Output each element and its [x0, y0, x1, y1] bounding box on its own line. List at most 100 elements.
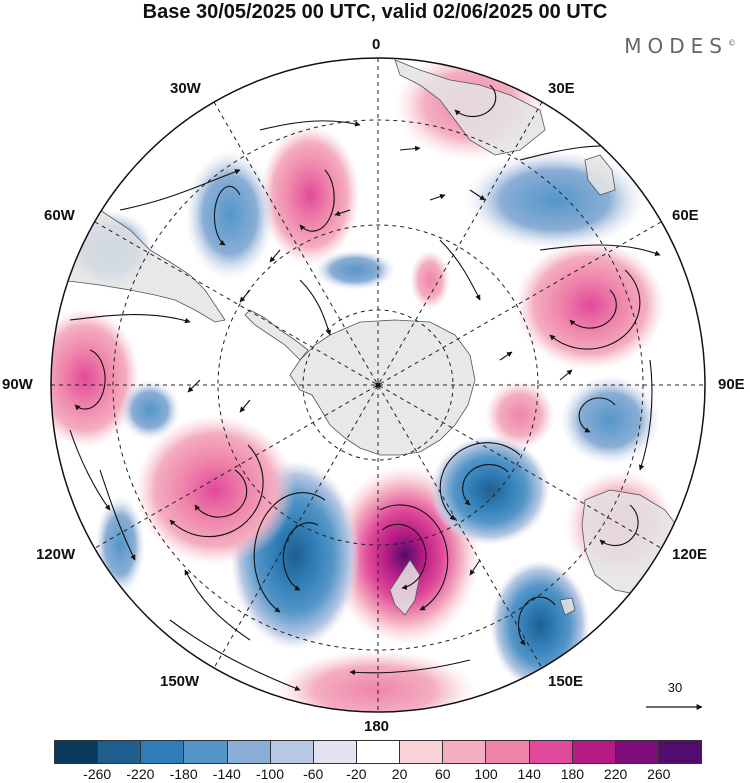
tasmania	[559, 597, 576, 616]
anomaly-center	[515, 240, 665, 370]
wind-arrow	[213, 185, 241, 246]
brand-mark: ©	[728, 38, 736, 48]
anomaly-center	[51, 308, 140, 448]
label-lon-30w: 30W	[170, 80, 201, 97]
wind-arrow	[462, 464, 509, 506]
wind-arrow	[334, 209, 351, 217]
wind-arrow	[187, 379, 201, 393]
wind-arrow	[469, 559, 481, 576]
label-lon-60e: 60E	[672, 207, 699, 224]
wind-arrow	[169, 619, 301, 691]
wind-arrow	[74, 349, 106, 411]
colorbar-tick-label: 60	[435, 766, 451, 782]
antarctic-peninsula	[244, 309, 309, 361]
wind-arrow	[539, 244, 661, 256]
wind-arrow	[379, 504, 449, 611]
colorbar-tick-label: 180	[560, 766, 585, 782]
africa	[394, 59, 546, 156]
meridian	[213, 101, 543, 669]
wind-arrow	[454, 84, 497, 118]
colorbar-tick-label: -60	[303, 766, 324, 782]
wind-arrow	[439, 442, 521, 521]
landmasses	[59, 59, 681, 616]
colorbar-swatch	[270, 741, 314, 763]
anomaly-field	[185, 150, 275, 280]
wind-arrow	[349, 659, 471, 676]
wind-arrow	[184, 569, 251, 641]
anomaly-field	[485, 380, 555, 450]
colorbar-ticks: -260 -220 -180 -140 -100 -60 -20 20 60 100 140 180 2…	[54, 766, 702, 783]
colorbar-tick-label: -140	[212, 766, 241, 782]
wind-arrow	[469, 189, 486, 201]
colorbar-tick-label: -100	[255, 766, 285, 782]
map-title: Base 30/05/2025 00 UTC, valid 02/06/2025…	[142, 1, 608, 23]
label-lon-90w: 90W	[2, 376, 33, 393]
wind-arrow	[69, 429, 111, 511]
wind-arrow	[282, 522, 319, 591]
wind-arrow	[381, 523, 427, 590]
colorbar-tick-label: -220	[126, 766, 155, 782]
wind-arrow	[599, 504, 639, 547]
wind-arrow	[239, 399, 251, 413]
anomaly-center	[430, 435, 550, 545]
polar-map	[50, 57, 706, 713]
label-lon-90e: 90E	[718, 376, 745, 393]
wind-arrow	[259, 120, 361, 131]
wind-arrow	[517, 596, 556, 646]
colorbar-tick-label: -20	[346, 766, 367, 782]
wind-arrow	[499, 351, 513, 361]
label-lon-150e: 150E	[548, 673, 584, 690]
anomaly-field	[120, 380, 180, 440]
graticule	[51, 58, 705, 712]
colorbar-swatch	[55, 741, 99, 763]
colorbar-swatch	[98, 741, 142, 763]
wind-arrow	[239, 289, 251, 303]
wind-arrow	[119, 169, 241, 211]
colorbar-tick-label: 20	[391, 766, 408, 782]
label-lon-180: 180	[364, 718, 390, 735]
label-lon-0: 0	[372, 36, 381, 53]
colorbar-tick-label: -260	[83, 766, 112, 782]
colorbar-swatch	[313, 741, 357, 763]
anomaly-center	[260, 125, 360, 265]
anomaly-field	[95, 495, 145, 595]
modes-logo: MODES©	[624, 34, 736, 58]
wind-arrow	[569, 289, 617, 329]
colorbar-swatch	[486, 741, 530, 763]
meridian	[94, 221, 662, 549]
map-disc	[51, 58, 705, 712]
label-lon-120w: 120W	[36, 546, 76, 563]
colorbar-swatch	[658, 741, 702, 763]
wind-arrow	[299, 169, 335, 232]
reference-vector-label: 30	[667, 680, 683, 695]
wind-arrow	[439, 239, 481, 301]
wind-arrow	[194, 469, 248, 518]
label-lon-30e: 30E	[548, 80, 575, 97]
map-boundary	[50, 57, 706, 713]
wind-arrow	[269, 249, 281, 263]
colorbar-tick-label: 140	[517, 766, 541, 782]
wind-arrow	[399, 145, 421, 152]
wind-arrow	[99, 469, 136, 561]
colorbar-swatch	[400, 741, 444, 763]
anomaly-field	[410, 250, 450, 310]
colorbar	[54, 740, 702, 764]
wind-arrow	[638, 359, 653, 471]
meridian	[94, 221, 662, 549]
reference-vector: 30	[640, 680, 710, 720]
brand-text: MODES	[624, 34, 728, 58]
colorbar-tick-label: 100	[474, 766, 498, 782]
anomaly-center	[490, 560, 590, 690]
colorbar-tick-label: 220	[603, 766, 628, 782]
south-america	[59, 199, 226, 323]
anomaly-field	[465, 150, 645, 250]
colorbar-swatch	[141, 741, 185, 763]
colorbar-tick-label: -180	[169, 766, 198, 782]
anomaly-field	[560, 375, 660, 465]
anomaly-field	[315, 250, 395, 290]
colorbar-swatch	[443, 741, 487, 763]
south-pole-marker	[375, 382, 381, 388]
wind-arrow	[559, 369, 573, 381]
colorbar-swatch	[529, 741, 573, 763]
wind-arrow	[449, 699, 561, 710]
